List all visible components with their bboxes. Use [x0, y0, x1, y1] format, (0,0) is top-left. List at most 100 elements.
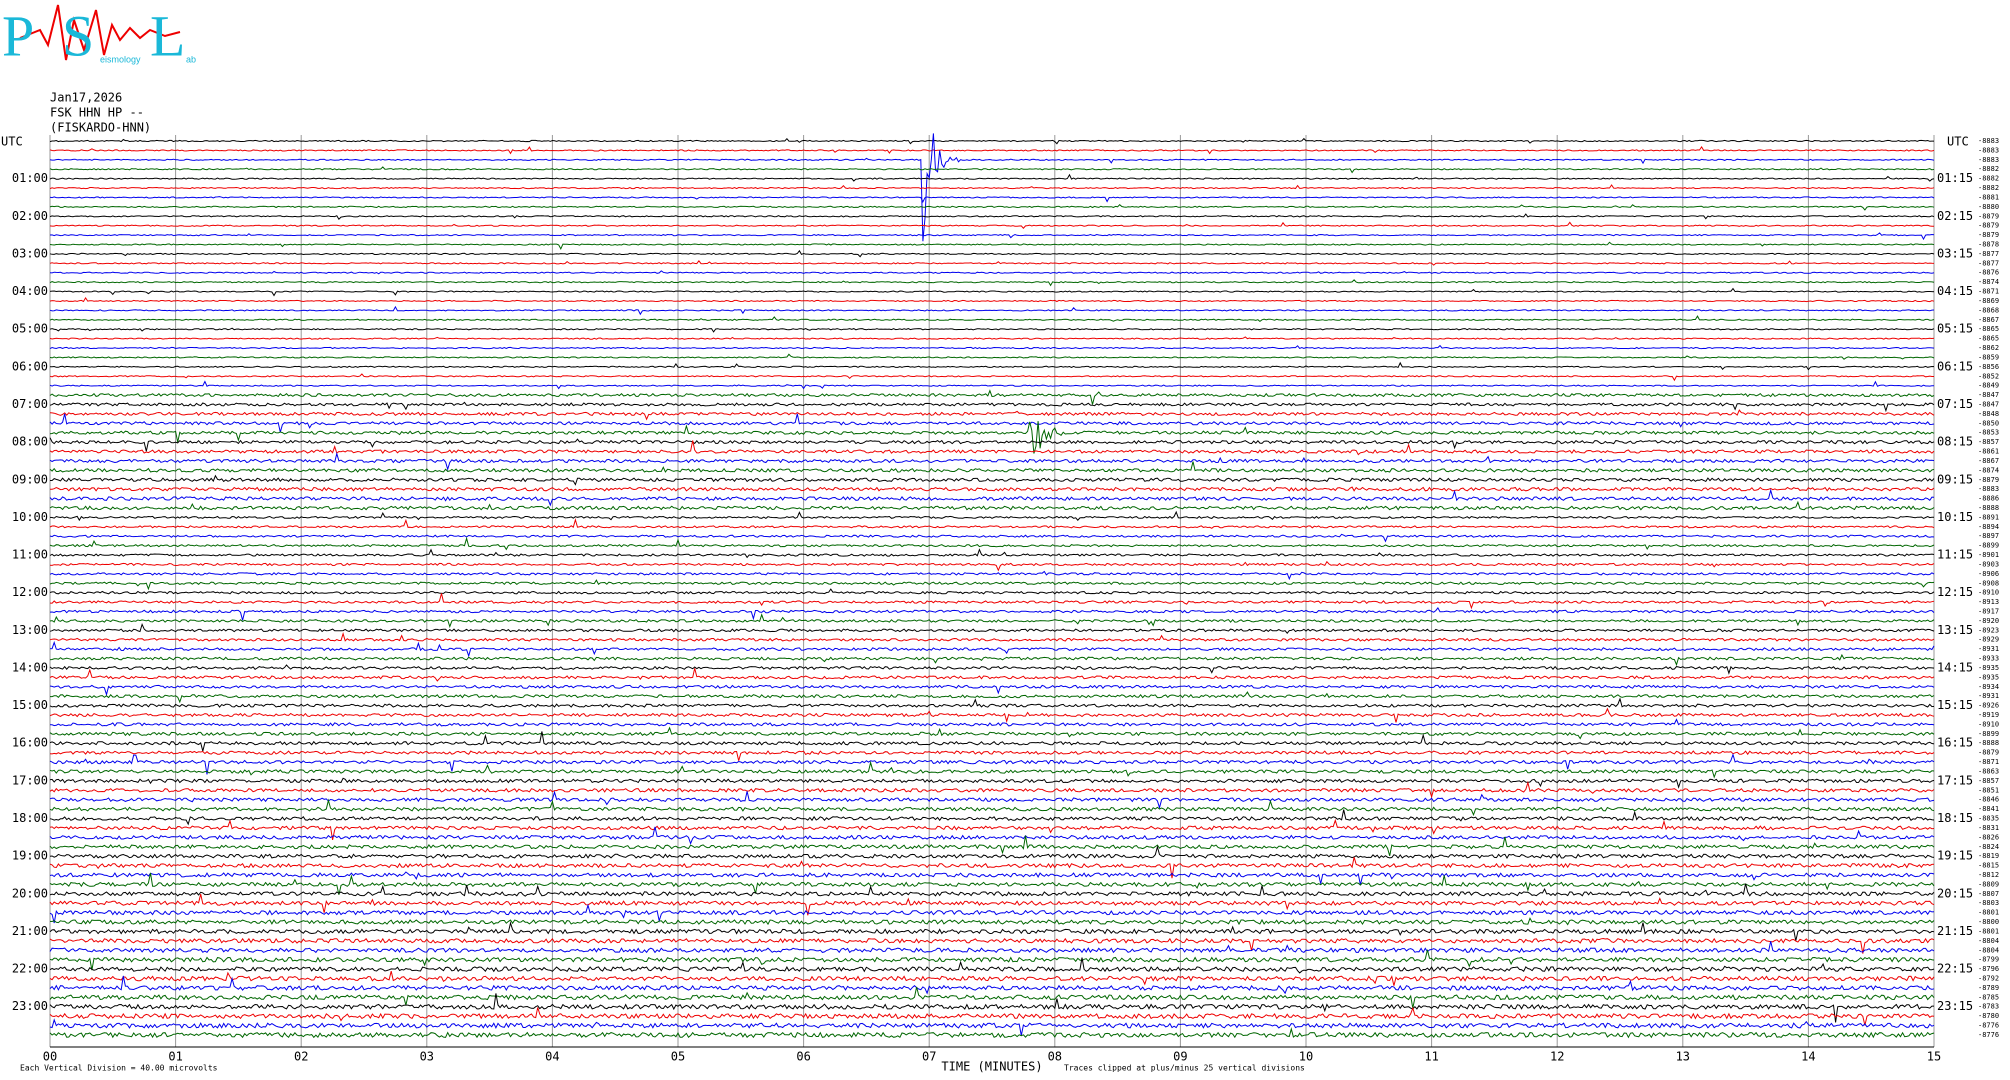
trace	[49, 488, 1935, 507]
trace	[49, 970, 1935, 986]
trace-offset: -8835	[1978, 815, 1999, 823]
trace	[49, 315, 1935, 323]
trace	[49, 510, 1934, 522]
hour-label: 10:15	[1937, 510, 1973, 524]
hour-label: 09:00	[12, 472, 48, 486]
hour-label: 14:00	[12, 660, 48, 674]
trace-offset: -8878	[1978, 241, 1999, 249]
hour-label: 03:15	[1937, 246, 1973, 260]
trace-offset: -8863	[1978, 767, 1999, 775]
trace-offset: -8857	[1978, 777, 1999, 785]
trace	[49, 249, 1935, 258]
trace-offset: -8849	[1978, 382, 1999, 390]
hour-label: 19:00	[12, 849, 48, 863]
x-axis-title: TIME (MINUTES)	[941, 1060, 1042, 1074]
trace-offset: -8882	[1978, 175, 1999, 183]
x-tick-label: 13	[1676, 1050, 1690, 1064]
trace	[49, 287, 1935, 297]
trace	[49, 631, 1935, 642]
trace	[49, 903, 1935, 924]
hour-label: 17:15	[1937, 773, 1973, 787]
hour-label: 17:00	[12, 773, 48, 787]
trace	[49, 461, 1935, 473]
trace	[49, 196, 1935, 204]
x-tick-label: 15	[1927, 1050, 1941, 1064]
trace	[49, 697, 1935, 708]
hour-label: 08:15	[1937, 435, 1973, 449]
trace-offset: -8888	[1978, 504, 1999, 512]
trace-offset: -8883	[1978, 156, 1999, 164]
hour-label: 20:15	[1937, 886, 1973, 900]
trace	[49, 296, 1935, 303]
trace	[49, 133, 1935, 242]
trace	[49, 798, 1935, 817]
trace-offset: -8851	[1978, 786, 1999, 794]
trace-offset: -8792	[1978, 974, 1999, 982]
trace	[49, 707, 1935, 724]
trace-offset: -8824	[1978, 843, 1999, 851]
trace	[49, 440, 1935, 456]
trace-offset: -8926	[1978, 702, 1999, 710]
trace-offset: -8856	[1978, 363, 1999, 371]
hour-label: 11:00	[12, 548, 48, 562]
trace-offset: -8910	[1978, 720, 1999, 728]
trace	[49, 818, 1935, 840]
hour-label: 02:15	[1937, 209, 1973, 223]
trace-offset: -8894	[1978, 523, 1999, 531]
x-tick-label: 00	[43, 1050, 57, 1064]
trace	[49, 204, 1935, 211]
hour-label: 10:00	[12, 510, 48, 524]
trace-offset: -8877	[1978, 259, 1999, 267]
trace	[50, 361, 1935, 371]
trace	[49, 640, 1935, 658]
hour-label: 07:00	[12, 397, 48, 411]
trace-offset: -8933	[1978, 655, 1999, 663]
trace-offset: -8910	[1978, 589, 1999, 597]
logo-wave	[19, 4, 181, 61]
station: FSK HHN HP --	[50, 106, 144, 120]
trace	[49, 413, 1935, 433]
hour-label: 01:15	[1937, 171, 1973, 185]
trace	[49, 259, 1935, 266]
trace-offset: -8879	[1978, 476, 1999, 484]
trace-offset: -8847	[1978, 400, 1999, 408]
trace	[49, 1006, 1935, 1026]
logo-word: eismology	[100, 54, 141, 64]
trace-offset: -8800	[1978, 918, 1999, 926]
trace-offset: -8876	[1978, 269, 1999, 277]
trace	[49, 606, 1935, 621]
trace	[49, 232, 1935, 241]
trace-offset: -8877	[1978, 250, 1999, 258]
trace	[49, 613, 1935, 629]
hour-label: 18:00	[12, 811, 48, 825]
trace-offset: -8780	[1978, 1012, 1999, 1020]
trace-offset: -8880	[1978, 203, 1999, 211]
trace-offset: -8897	[1978, 532, 1999, 540]
logo-word: ab	[186, 54, 196, 64]
trace-offset: -8903	[1978, 560, 1999, 568]
trace-offset: -8807	[1978, 890, 1999, 898]
trace-offset: -8861	[1978, 448, 1999, 456]
logo-letter: L	[150, 3, 185, 68]
trace	[49, 750, 1935, 761]
trace-offset: -8859	[1978, 353, 1999, 361]
trace	[49, 993, 1934, 1023]
trace	[49, 373, 1934, 382]
trace	[50, 718, 1935, 727]
trace	[49, 536, 1935, 551]
trace	[49, 241, 1935, 251]
hour-label: 03:00	[12, 246, 48, 260]
hour-label: 21:00	[12, 924, 48, 938]
trace-offset: -8831	[1978, 824, 1999, 832]
trace	[49, 279, 1935, 287]
trace	[49, 145, 1935, 155]
trace	[49, 389, 1935, 405]
scale-note: Each Vertical Division = 40.00 microvolt…	[20, 1064, 218, 1073]
logo-letter: P	[2, 3, 34, 68]
trace	[49, 486, 1935, 492]
x-tick-label: 09	[1173, 1050, 1187, 1064]
trace	[49, 1027, 1935, 1039]
x-tick-label: 10	[1299, 1050, 1313, 1064]
trace	[49, 975, 1935, 995]
trace-offset: -8850	[1978, 419, 1999, 427]
